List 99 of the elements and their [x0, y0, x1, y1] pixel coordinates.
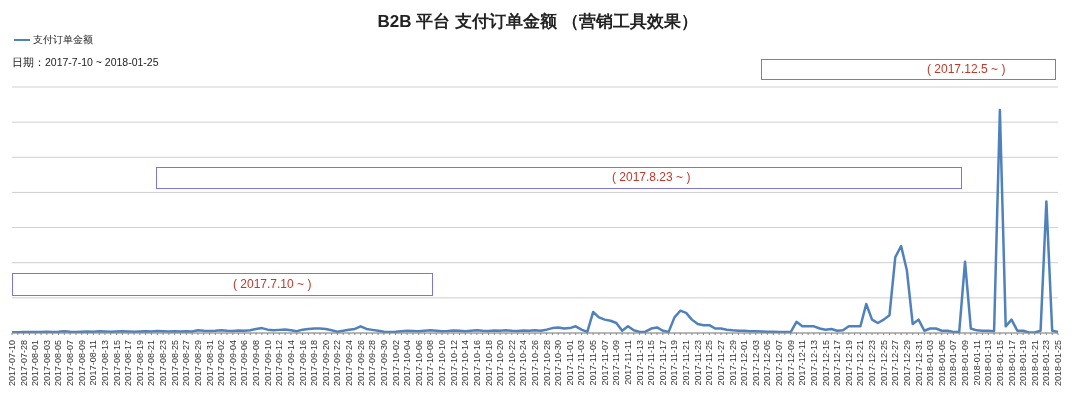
x-tick-label: 2017-09-18 [309, 340, 320, 387]
x-tick-label: 2017-12-19 [843, 340, 854, 387]
x-tick-label: 2017-08-15 [111, 340, 122, 387]
x-tick-label: 2017-08-07 [65, 340, 76, 387]
annotation: ( 2017.7.10 ~ ) [233, 276, 312, 293]
x-tick-label: 2017-09-24 [344, 340, 355, 387]
x-tick-label: 2017-09-14 [285, 340, 296, 387]
text-box: ( 2017.7.10 ~ ) [12, 273, 433, 296]
x-tick-label: 2017-10-10 [437, 340, 448, 387]
x-tick-label: 2017-08-09 [76, 340, 87, 387]
x-tick-label: 2017-11-17 [657, 340, 668, 386]
x-tick-label: 2018-01-19 [1018, 340, 1029, 387]
x-tick-label: 2017-09-02 [216, 340, 227, 387]
x-tick-label: 2017-11-07 [599, 340, 610, 386]
x-tick-label: 2018-01-23 [1041, 340, 1052, 387]
x-tick-label: 2018-01-15 [994, 340, 1005, 387]
x-tick-label: 2017-10-26 [530, 340, 540, 387]
x-tick-label: 2017-08-31 [204, 340, 215, 387]
legend-label: 支付订单金额 [32, 33, 93, 47]
x-tick-label: 2017-12-31 [913, 340, 924, 387]
x-tick-label: 2017-10-22 [506, 340, 517, 387]
x-tick-label: 2017-10-04 [402, 340, 413, 387]
x-tick-label: 2017-08-11 [88, 340, 99, 386]
x-tick-label: 2017-08-21 [146, 340, 157, 387]
text-box: ( 2017.8.23 ~ ) [156, 167, 962, 189]
x-tick-label: 2017-11-03 [576, 340, 587, 386]
x-tick-label: 2017-11-23 [692, 340, 703, 386]
x-tick-label: 2017-09-16 [297, 340, 308, 387]
x-tick-label: 2017-08-25 [169, 340, 180, 387]
x-tick-label: 2017-10-28 [541, 340, 552, 387]
x-tick-label: 2017-12-27 [890, 340, 901, 387]
x-tick-label: 2018-01-07 [948, 340, 959, 387]
x-tick-label: 2017-12-17 [832, 340, 843, 387]
x-tick-label: 2017-09-06 [239, 340, 250, 387]
x-tick-label: 2017-09-28 [367, 340, 378, 387]
x-tick-label: 2017-09-04 [227, 340, 238, 387]
x-tick-label: 2017-12-05 [762, 340, 773, 387]
x-tick-label: 2017-11-05 [588, 340, 599, 386]
x-tick-label: 2017-12-01 [739, 340, 750, 387]
x-tick-label: 2018-01-25 [1053, 340, 1063, 387]
x-tick-label: 2017-10-08 [425, 340, 436, 387]
chart-title: B2B 平台 支付订单金额 （营销工具效果） [376, 11, 699, 33]
x-tick-label: 2018-01-17 [1006, 340, 1017, 387]
x-tick-label: 2017-12-23 [867, 340, 878, 387]
x-tick-label: 2017-11-13 [634, 340, 645, 386]
x-tick-label: 2017-11-29 [727, 340, 738, 386]
x-tick-label: 2018-01-21 [1029, 340, 1040, 387]
x-tick-label: 2017-10-12 [448, 340, 459, 387]
x-tick-label: 2017-11-25 [704, 340, 715, 386]
x-tick-label: 2017-08-23 [158, 340, 169, 387]
x-tick-label: 2017-12-09 [785, 340, 796, 387]
x-tick-label: 2017-12-29 [901, 340, 912, 387]
x-tick-label: 2017-09-08 [251, 340, 262, 387]
x-tick-label: 2017-08-03 [41, 340, 52, 387]
x-tick-label: 2017-12-15 [820, 340, 831, 387]
x-tick-label: 2017-10-24 [518, 340, 529, 387]
x-tick-label: 2017-12-11 [797, 340, 808, 386]
x-tick-label: 2017-08-05 [53, 340, 64, 387]
x-tick-label: 2017-07-10 [7, 340, 17, 387]
x-tick-label: 2017-12-03 [750, 340, 761, 387]
x-tick-label: 2017-12-21 [855, 340, 866, 387]
x-tick-label: 2018-01-05 [936, 340, 947, 387]
x-tick-label: 2017-11-01 [564, 340, 575, 386]
x-tick-label: 2017-09-26 [355, 340, 366, 387]
x-tick-label: 2017-08-27 [181, 340, 192, 387]
x-tick-label: 2017-09-12 [274, 340, 285, 387]
x-tick-label: 2018-01-13 [983, 340, 994, 387]
x-tick-label: 2017-09-30 [378, 340, 389, 387]
x-tick-label: 2017-12-25 [878, 340, 889, 387]
x-tick-label: 2017-08-17 [123, 340, 134, 387]
x-tick-label: 2018-01-11 [971, 340, 982, 386]
x-tick-label: 2017-08-19 [134, 340, 145, 387]
x-tick-label: 2017-08-01 [30, 340, 41, 387]
x-tick-label: 2017-10-16 [471, 340, 482, 387]
text-box: ( 2017.12.5 ~ ) [761, 59, 1056, 80]
annotation: ( 2017.8.23 ~ ) [612, 169, 691, 186]
x-tick-label: 2017-10-14 [460, 340, 471, 387]
x-tick-label: 2017-11-11 [622, 340, 633, 385]
x-tick-label: 2017-11-15 [646, 340, 657, 386]
x-tick-label: 2018-01-03 [925, 340, 936, 387]
x-tick-label: 2018-01-09 [960, 340, 971, 387]
x-tick-label: 2017-08-13 [99, 340, 110, 387]
x-tick-label: 2017-10-30 [553, 340, 564, 387]
x-tick-label: 2017-09-22 [332, 340, 343, 387]
x-tick-label: 2017-12-13 [808, 340, 819, 387]
x-tick-label: 2017-09-20 [320, 340, 331, 387]
x-tick-label: 2017-09-10 [262, 340, 273, 387]
x-tick-label: 2017-10-02 [390, 340, 401, 387]
x-tick-label: 2017-08-29 [192, 340, 203, 387]
x-tick-label: 2017-11-09 [611, 340, 622, 386]
x-tick-label: 2017-11-21 [681, 340, 692, 386]
x-tick-label: 2017-12-07 [774, 340, 785, 387]
x-tick-label: 2017-10-20 [495, 340, 506, 387]
x-tick-label: 2017-11-27 [715, 340, 726, 386]
x-tick-label: 2017-07-28 [18, 340, 29, 387]
x-tick-label: 2017-11-19 [669, 340, 680, 386]
x-tick-label: 2017-10-18 [483, 340, 494, 387]
x-tick-label: 2017-10-06 [413, 340, 424, 387]
text: 日期：2017-7-10 ~ 2018-01-25 [12, 56, 159, 70]
